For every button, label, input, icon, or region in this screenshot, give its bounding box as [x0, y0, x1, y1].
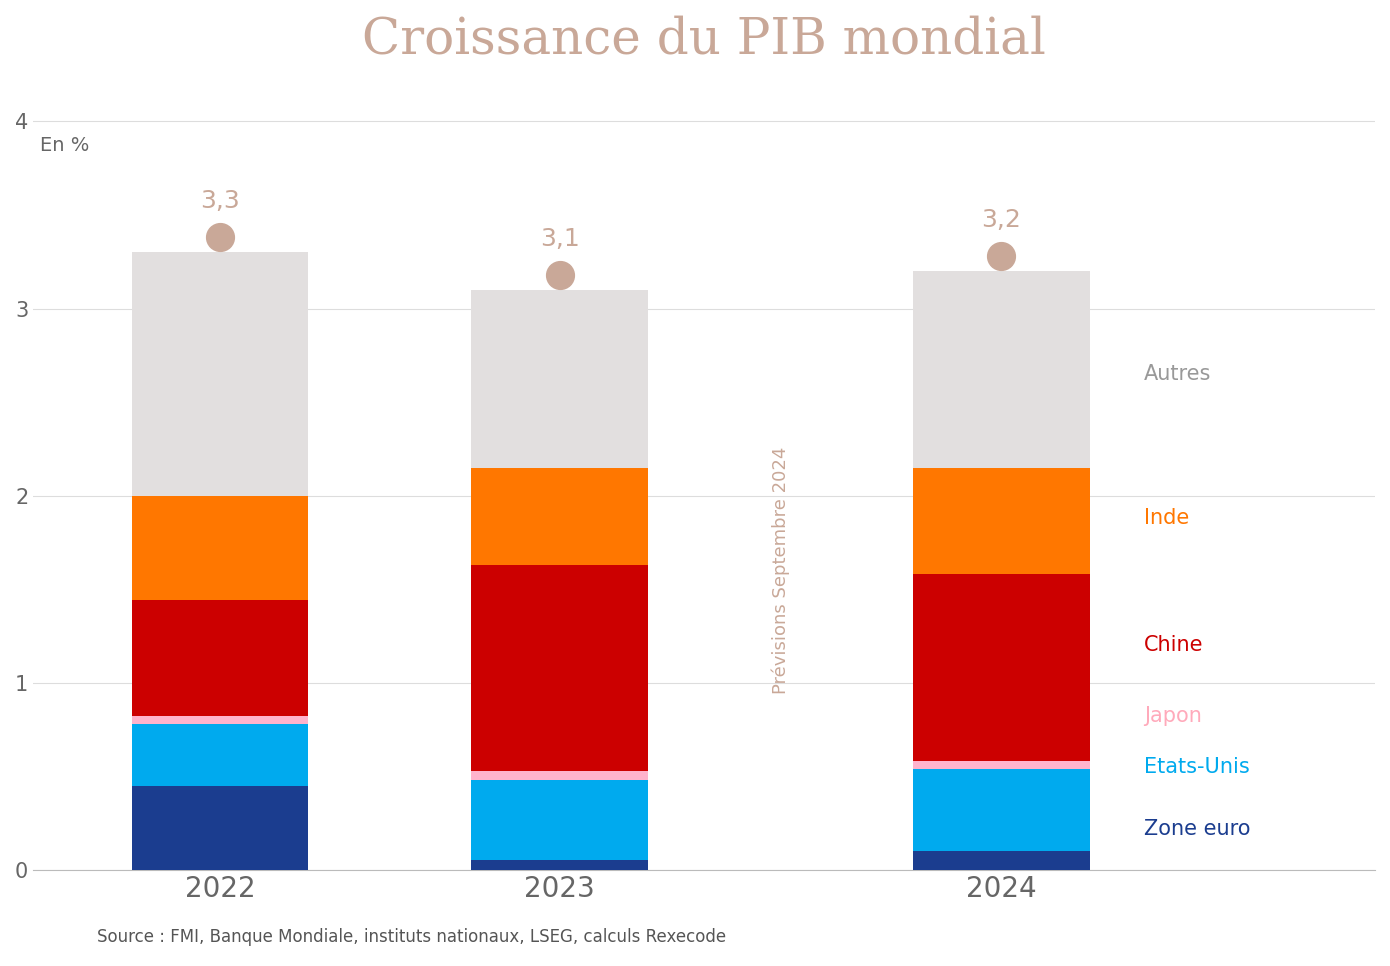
Bar: [132, 785, 309, 869]
Text: 3,3: 3,3: [200, 189, 240, 213]
Bar: [132, 717, 309, 724]
Bar: [132, 252, 309, 496]
Bar: [471, 290, 648, 468]
Text: 3,1: 3,1: [539, 227, 580, 250]
Bar: [913, 468, 1090, 574]
Text: 3,2: 3,2: [981, 208, 1022, 232]
Bar: [913, 769, 1090, 851]
Bar: [913, 761, 1090, 769]
Bar: [471, 565, 648, 771]
Text: Inde: Inde: [1144, 508, 1190, 528]
Text: Prévisions Septembre 2024: Prévisions Septembre 2024: [771, 447, 790, 695]
Bar: [132, 496, 309, 601]
Text: Zone euro: Zone euro: [1144, 818, 1251, 838]
Text: Japon: Japon: [1144, 706, 1202, 726]
Bar: [913, 574, 1090, 761]
Bar: [471, 861, 648, 869]
Text: Etats-Unis: Etats-Unis: [1144, 757, 1250, 777]
Bar: [132, 601, 309, 717]
Bar: [471, 780, 648, 861]
Bar: [471, 771, 648, 780]
Text: Autres: Autres: [1144, 364, 1211, 384]
Text: Source : FMI, Banque Mondiale, instituts nationaux, LSEG, calculs Rexecode: Source : FMI, Banque Mondiale, instituts…: [97, 928, 727, 946]
Bar: [471, 468, 648, 565]
Text: Chine: Chine: [1144, 636, 1204, 655]
Bar: [132, 724, 309, 785]
Bar: [913, 271, 1090, 468]
Title: Croissance du PIB mondial: Croissance du PIB mondial: [363, 15, 1047, 65]
Text: En %: En %: [40, 136, 89, 156]
Bar: [913, 851, 1090, 869]
